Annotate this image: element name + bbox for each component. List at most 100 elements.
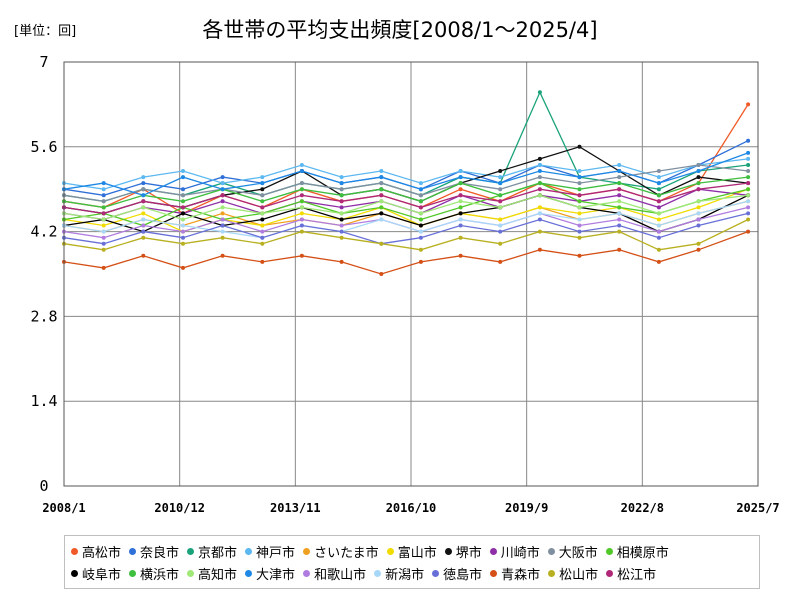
data-point	[181, 193, 185, 198]
legend-item: 青森市	[490, 564, 540, 583]
data-point	[260, 241, 265, 246]
data-point	[577, 144, 582, 149]
data-point	[577, 199, 582, 204]
legend-marker	[374, 569, 382, 577]
data-point	[101, 229, 106, 234]
data-point	[101, 181, 106, 186]
legend-label: 大阪市	[558, 545, 598, 561]
data-point	[537, 181, 542, 186]
data-point	[656, 175, 661, 180]
data-point	[537, 175, 542, 180]
series-lines	[62, 90, 751, 276]
series-line	[63, 152, 749, 196]
data-point	[181, 265, 185, 270]
data-point	[260, 205, 265, 210]
data-point	[101, 265, 106, 270]
data-point	[458, 217, 463, 222]
data-point	[418, 223, 423, 228]
x-tick-label: 2010/12	[154, 501, 205, 515]
data-point	[577, 253, 582, 258]
y-tick-label: 0	[39, 477, 48, 495]
data-point	[696, 175, 701, 180]
data-point	[746, 169, 751, 173]
data-point	[418, 205, 423, 210]
data-point	[577, 181, 582, 186]
x-tick-label: 2013/11	[270, 501, 321, 515]
data-point	[696, 205, 701, 210]
data-point	[577, 205, 582, 210]
x-tick-label: 2025/7	[736, 501, 779, 515]
data-point	[577, 187, 582, 192]
data-point	[458, 169, 463, 173]
data-point	[656, 259, 661, 264]
data-point	[617, 247, 622, 252]
data-point	[299, 193, 304, 198]
data-point	[577, 235, 582, 240]
tick-labels: 7 5.6 4.2 2.8 1.4 0 2008/1 2010/12 2013/11 2016/1…	[30, 53, 779, 515]
data-point	[418, 187, 423, 192]
data-point	[498, 259, 503, 264]
data-point	[260, 217, 265, 222]
data-point	[299, 181, 304, 186]
legend-label: 徳島市	[443, 567, 483, 583]
data-point	[617, 169, 622, 173]
data-point	[181, 169, 185, 173]
data-point	[339, 205, 344, 210]
data-point	[656, 187, 661, 192]
legend-item: さいたま市	[303, 542, 379, 561]
data-point	[181, 205, 185, 210]
data-point	[101, 199, 106, 204]
data-point	[379, 169, 384, 173]
data-point	[498, 199, 503, 204]
data-point	[379, 272, 384, 276]
data-point	[617, 175, 622, 180]
legend-label: 和歌山市	[314, 567, 367, 583]
data-point	[418, 229, 423, 234]
data-point	[577, 175, 582, 180]
data-point	[260, 199, 265, 204]
data-point	[696, 223, 701, 228]
data-point	[299, 253, 304, 258]
data-point	[299, 199, 304, 204]
data-point	[299, 205, 304, 210]
data-point	[141, 217, 146, 222]
data-point	[746, 193, 751, 198]
legend-label: 横浜市	[140, 567, 180, 583]
legend-label: 相模原市	[616, 545, 669, 561]
data-point	[220, 193, 225, 198]
data-point	[537, 156, 542, 161]
legend-marker	[71, 547, 78, 555]
data-point	[537, 169, 542, 173]
legend-item: 松山市	[548, 564, 598, 583]
legend-marker	[303, 547, 311, 555]
data-point	[617, 205, 622, 210]
series-line	[63, 230, 749, 275]
legend-marker	[303, 569, 311, 577]
data-point	[696, 169, 701, 173]
data-point	[260, 181, 265, 186]
legend-label: 高松市	[82, 545, 122, 561]
x-tick-label: 2008/1	[42, 501, 85, 515]
x-tick-label: 2019/9	[505, 501, 548, 515]
data-point	[220, 199, 225, 204]
data-point	[577, 223, 582, 228]
data-point	[537, 205, 542, 210]
unit-label: [単位：回]	[14, 24, 77, 39]
legend-label: 川崎市	[500, 545, 540, 561]
y-tick-label: 1.4	[30, 392, 57, 410]
data-point	[458, 235, 463, 240]
legend-item: 松江市	[606, 564, 656, 583]
legend-label: 富山市	[397, 545, 437, 561]
series-line	[63, 200, 749, 239]
data-point	[181, 223, 185, 228]
data-point	[746, 150, 751, 155]
data-point	[181, 217, 185, 222]
data-point	[181, 241, 185, 246]
plot-frame	[63, 61, 759, 487]
legend-label: 松山市	[559, 567, 599, 583]
legend-label: 青森市	[501, 567, 541, 583]
data-point	[101, 187, 106, 192]
legend-label: 松江市	[617, 567, 657, 583]
legend-item: 横浜市	[129, 564, 179, 583]
data-point	[617, 217, 622, 222]
